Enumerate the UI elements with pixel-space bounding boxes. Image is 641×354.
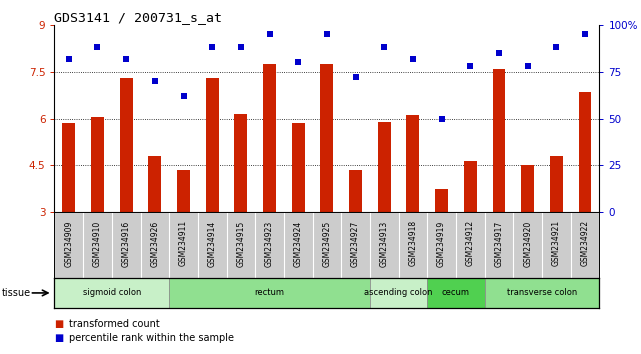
Point: [408, 56, 418, 61]
Text: GSM234915: GSM234915: [237, 220, 246, 267]
Point: [465, 63, 476, 69]
Bar: [54, 278, 169, 308]
Point: [379, 45, 389, 50]
Bar: [62, 123, 75, 212]
Text: ascending colon: ascending colon: [364, 289, 433, 297]
Bar: [428, 278, 485, 308]
Text: GSM234922: GSM234922: [581, 220, 590, 266]
Point: [522, 63, 533, 69]
Text: GSM234909: GSM234909: [64, 220, 73, 267]
Bar: [435, 189, 448, 212]
Text: GSM234925: GSM234925: [322, 220, 331, 267]
Point: [63, 56, 74, 61]
Bar: [235, 114, 247, 212]
Text: GSM234921: GSM234921: [552, 220, 561, 266]
Bar: [579, 92, 592, 212]
Bar: [177, 170, 190, 212]
Bar: [206, 78, 219, 212]
Point: [92, 45, 103, 50]
Bar: [120, 78, 133, 212]
Text: GSM234920: GSM234920: [523, 220, 532, 267]
Text: GSM234919: GSM234919: [437, 220, 446, 267]
Point: [178, 93, 188, 99]
Point: [580, 31, 590, 37]
Text: GSM234927: GSM234927: [351, 220, 360, 267]
Text: ■: ■: [54, 319, 63, 329]
Point: [322, 31, 332, 37]
Bar: [485, 278, 599, 308]
Text: GSM234913: GSM234913: [379, 220, 388, 267]
Point: [293, 59, 303, 65]
Bar: [406, 115, 419, 212]
Text: ■: ■: [54, 333, 63, 343]
Point: [236, 45, 246, 50]
Point: [551, 45, 562, 50]
Bar: [464, 161, 477, 212]
Text: GSM234918: GSM234918: [408, 220, 417, 266]
Bar: [91, 117, 104, 212]
Text: GSM234911: GSM234911: [179, 220, 188, 266]
Point: [265, 31, 275, 37]
Bar: [320, 64, 333, 212]
Bar: [521, 165, 534, 212]
Text: GSM234917: GSM234917: [494, 220, 503, 267]
Text: percentile rank within the sample: percentile rank within the sample: [69, 333, 233, 343]
Bar: [370, 278, 428, 308]
Text: tissue: tissue: [2, 288, 31, 298]
Text: sigmoid colon: sigmoid colon: [83, 289, 141, 297]
Bar: [378, 122, 391, 212]
Point: [121, 56, 131, 61]
Point: [351, 74, 361, 80]
Bar: [292, 123, 304, 212]
Text: GSM234926: GSM234926: [151, 220, 160, 267]
Bar: [169, 278, 370, 308]
Text: GSM234923: GSM234923: [265, 220, 274, 267]
Point: [150, 78, 160, 84]
Text: GDS3141 / 200731_s_at: GDS3141 / 200731_s_at: [54, 11, 222, 24]
Point: [494, 50, 504, 56]
Text: GSM234912: GSM234912: [466, 220, 475, 266]
Bar: [263, 64, 276, 212]
Text: GSM234924: GSM234924: [294, 220, 303, 267]
Point: [437, 116, 447, 121]
Text: GSM234914: GSM234914: [208, 220, 217, 267]
Text: transverse colon: transverse colon: [507, 289, 577, 297]
Text: GSM234910: GSM234910: [93, 220, 102, 267]
Point: [207, 45, 217, 50]
Bar: [550, 156, 563, 212]
Bar: [492, 69, 505, 212]
Text: cecum: cecum: [442, 289, 470, 297]
Text: transformed count: transformed count: [69, 319, 160, 329]
Bar: [349, 170, 362, 212]
Text: rectum: rectum: [254, 289, 285, 297]
Bar: [149, 156, 162, 212]
Text: GSM234916: GSM234916: [122, 220, 131, 267]
